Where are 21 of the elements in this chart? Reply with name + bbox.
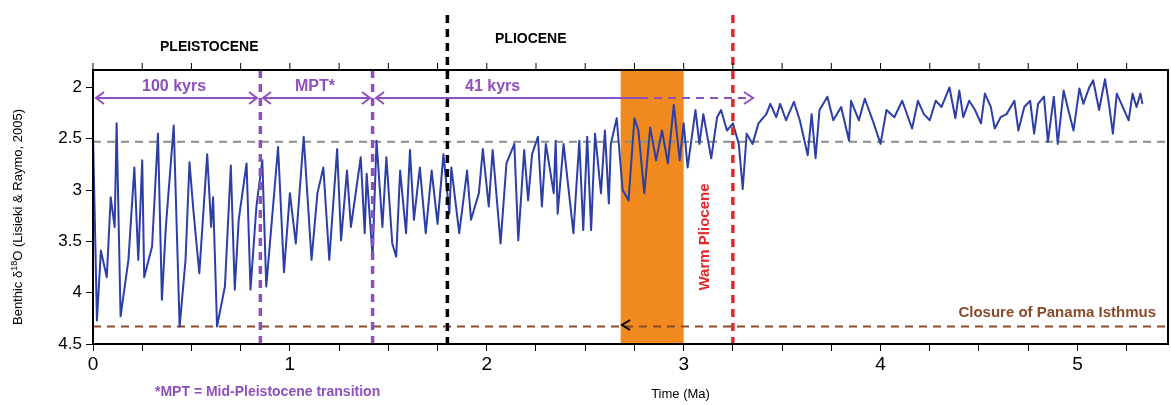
- annotation: 41 kyrs: [465, 77, 521, 95]
- text: PLIOCENE: [495, 30, 567, 46]
- x-axis-title: Time (Ma): [651, 386, 710, 401]
- y-tick-label: 2.5: [58, 128, 82, 148]
- text: *MPT = Mid-Pleistocene transition: [155, 383, 381, 399]
- x-tick-label: 4: [875, 352, 887, 374]
- y-tick-label: 4.5: [58, 333, 82, 353]
- annotation: 100 kyrs: [142, 77, 207, 95]
- text: PLEISTOCENE: [160, 38, 259, 54]
- annotation: MPT*: [295, 77, 335, 95]
- x-tick-label: 2: [481, 352, 493, 374]
- x-tick-label: 1: [284, 352, 296, 374]
- x-tick-label: 0: [87, 352, 99, 374]
- ref-line-label: Closure of Panama Isthmus: [958, 303, 1156, 321]
- x-tick-label: 5: [1072, 352, 1083, 374]
- y-tick-label: 2: [72, 77, 82, 97]
- y-tick-label: 4: [72, 282, 82, 302]
- y-tick-label: 3: [72, 179, 82, 199]
- x-tick-label: 3: [678, 352, 689, 374]
- ref-line-label: Warm Pliocene: [695, 183, 713, 291]
- y-tick-label: 3.5: [58, 231, 82, 251]
